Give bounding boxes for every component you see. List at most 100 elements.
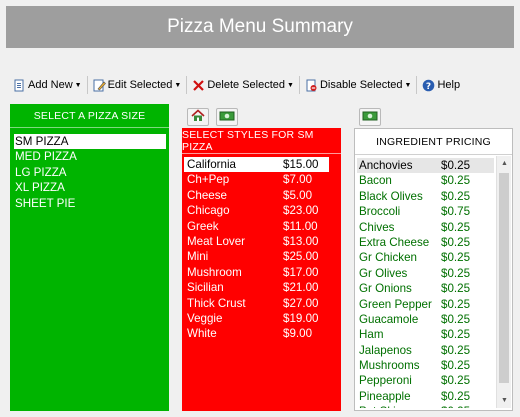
help-icon: ?: [422, 79, 435, 92]
add-new-button[interactable]: Add New ▼: [10, 74, 85, 96]
home-icon: [190, 109, 206, 125]
size-list-item[interactable]: SM PIZZA: [14, 134, 166, 150]
ingredient-panel: INGREDIENT PRICING Anchovies $0.25 Bacon $0…: [354, 128, 513, 411]
style-list-item[interactable]: White $9.00: [184, 326, 329, 341]
home-button[interactable]: [187, 108, 209, 126]
ingredient-scrollbar[interactable]: ▲ ▼: [496, 156, 511, 408]
style-list-item[interactable]: Ch+Pep $7.00: [184, 172, 329, 187]
add-document-icon: [13, 79, 26, 92]
style-name: Thick Crust: [187, 296, 246, 310]
ingredient-list-item[interactable]: Chives $0.25: [357, 220, 494, 235]
ingredient-name: Ham: [359, 328, 384, 342]
style-list-item[interactable]: Chicago $23.00: [184, 203, 329, 218]
style-list-item[interactable]: Meat Lover $13.00: [184, 234, 329, 249]
ingredient-list-item[interactable]: Ham $0.25: [357, 327, 494, 342]
ingredient-price: $0.25: [441, 174, 471, 188]
ingredient-price: $0.25: [441, 312, 471, 326]
ingredient-pricing-button[interactable]: [359, 108, 381, 126]
ingredient-price: $0.25: [441, 328, 471, 342]
ingredient-list-item[interactable]: Broccoli $0.75: [357, 204, 494, 219]
ingredient-name: Pot Skins: [359, 404, 441, 408]
chevron-down-icon: ▼: [404, 81, 412, 89]
title-bar: Pizza Menu Summary: [6, 6, 514, 48]
pizza-style-panel: SELECT STYLES FOR SM PIZZA California $15…: [182, 128, 341, 411]
style-price: $27.00: [283, 296, 319, 310]
style-pricing-button[interactable]: [216, 108, 238, 126]
size-list-item[interactable]: SHEET PIE: [15, 196, 76, 210]
style-list-item[interactable]: Thick Crust $27.00: [184, 296, 329, 311]
ingredient-list-item[interactable]: Extra Cheese $0.25: [357, 235, 494, 250]
pizza-style-list[interactable]: California $15.00 Ch+Pep $7.00 Cheese $5.00 Ch…: [184, 157, 329, 342]
ingredient-list-item[interactable]: Mushrooms $0.25: [357, 358, 494, 373]
ingredient-list-item[interactable]: Pepperoni $0.25: [357, 373, 494, 388]
svg-text:?: ?: [426, 82, 431, 92]
ingredient-list-item[interactable]: Pineapple $0.25: [357, 389, 494, 404]
toolbar-divider: [186, 76, 188, 94]
style-price: $23.00: [283, 204, 319, 218]
page-title: Pizza Menu Summary: [167, 16, 353, 37]
pizza-size-panel: SELECT A PIZZA SIZE SM PIZZA MED PIZZA LG …: [10, 104, 169, 411]
ingredient-price: $0.25: [441, 404, 470, 408]
disable-document-icon: [305, 79, 318, 92]
style-price: $5.00: [283, 188, 313, 202]
ingredient-list-item[interactable]: Anchovies $0.25: [357, 158, 494, 174]
style-list-item[interactable]: Mushroom $17.00: [184, 265, 329, 280]
ingredient-list-item[interactable]: Green Pepper $0.25: [357, 297, 494, 312]
scroll-down-icon[interactable]: ▼: [501, 397, 508, 404]
edit-selected-button[interactable]: Edit Selected ▼: [90, 74, 185, 96]
ingredient-price: $0.25: [441, 343, 471, 357]
money-icon: [219, 110, 235, 125]
ingredient-name: Pineapple: [359, 389, 411, 403]
style-name: Greek: [187, 219, 219, 233]
ingredient-price: $0.25: [441, 297, 471, 311]
ingredient-name: Gr Onions: [359, 282, 412, 296]
ingredient-price: $0.25: [441, 389, 471, 403]
add-new-label: Add New: [28, 79, 73, 91]
style-name: Cheese: [187, 188, 227, 202]
style-list-item[interactable]: Veggie $19.00: [184, 311, 329, 326]
disable-selected-button[interactable]: Disable Selected ▼: [302, 74, 415, 96]
ingredient-list-item[interactable]: Guacamole $0.25: [357, 312, 494, 327]
style-list-item[interactable]: Sicilian $21.00: [184, 280, 329, 295]
ingredient-list-item[interactable]: Gr Olives $0.25: [357, 266, 494, 281]
ingredient-price: $0.25: [441, 374, 471, 388]
ingredient-name: Gr Olives: [359, 266, 408, 280]
help-button[interactable]: ? Help: [419, 74, 463, 96]
size-list-item[interactable]: XL PIZZA: [15, 181, 65, 195]
ingredient-price: $0.25: [441, 282, 471, 296]
style-price: $13.00: [283, 234, 319, 248]
disable-selected-label: Disable Selected: [319, 79, 403, 91]
ingredient-price: $0.25: [441, 266, 471, 280]
toolbar-divider: [298, 76, 300, 94]
ingredient-list-item[interactable]: Pot Skins$0.25: [357, 404, 494, 408]
style-list-item[interactable]: California $15.00: [184, 157, 329, 173]
style-price: $15.00: [283, 158, 319, 171]
ingredient-list-item[interactable]: Jalapenos $0.25: [357, 343, 494, 358]
scroll-up-icon[interactable]: ▲: [501, 160, 508, 167]
style-list-item[interactable]: Mini $25.00: [184, 249, 329, 264]
ingredient-list[interactable]: Anchovies $0.25 Bacon $0.25 Black Olives $0.2…: [357, 158, 494, 408]
style-price: $25.00: [283, 250, 319, 264]
size-list-item[interactable]: LG PIZZA: [15, 165, 67, 179]
ingredient-price: $0.75: [441, 205, 471, 219]
style-list-item[interactable]: Greek $11.00: [184, 219, 329, 234]
delete-selected-label: Delete Selected: [207, 79, 286, 91]
ingredient-price: $0.25: [441, 220, 471, 234]
style-name: Chicago: [187, 204, 230, 218]
style-name: White: [187, 327, 217, 341]
style-price: $17.00: [283, 265, 319, 279]
scrollbar-thumb[interactable]: [499, 173, 509, 383]
ingredient-name: Mushrooms: [359, 359, 420, 373]
ingredient-name: Gr Chicken: [359, 251, 417, 265]
ingredient-list-item[interactable]: Gr Chicken $0.25: [357, 250, 494, 265]
size-list-item[interactable]: MED PIZZA: [15, 150, 77, 164]
style-name: Mini: [187, 250, 209, 264]
style-price: $19.00: [283, 311, 319, 325]
ingredient-name: Guacamole: [359, 312, 419, 326]
pizza-size-list[interactable]: SM PIZZA MED PIZZA LG PIZZA XL PIZZA SHEET P…: [14, 134, 166, 211]
style-list-item[interactable]: Cheese $5.00: [184, 188, 329, 203]
ingredient-list-item[interactable]: Black Olives $0.25: [357, 189, 494, 204]
ingredient-list-item[interactable]: Bacon $0.25: [357, 173, 494, 188]
delete-selected-button[interactable]: Delete Selected ▼: [189, 74, 297, 96]
ingredient-list-item[interactable]: Gr Onions $0.25: [357, 281, 494, 296]
